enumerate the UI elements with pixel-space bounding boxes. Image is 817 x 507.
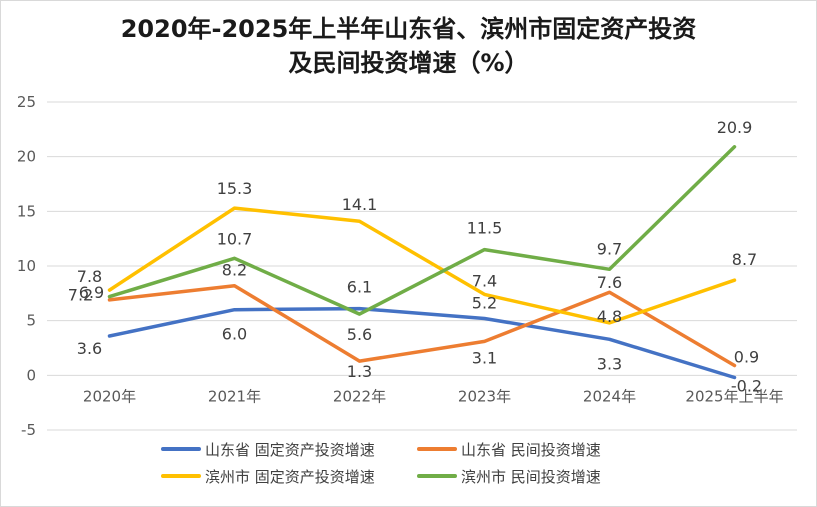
series-line-4 — [107, 145, 737, 316]
legend-label: 滨州市 固定资产投资增速 — [205, 468, 375, 486]
series-line-2 — [107, 283, 737, 368]
data-label: 3.1 — [472, 348, 497, 367]
data-label: 7.8 — [77, 267, 102, 286]
y-tick-label: 25 — [17, 93, 36, 111]
legend-label: 山东省 民间投资增速 — [461, 441, 601, 459]
x-tick-label: 2020年 — [83, 387, 136, 405]
chart-title: 2020年-2025年上半年山东省、滨州市固定资产投资 及民间投资增速（%） — [0, 12, 817, 80]
data-label: 7.6 — [597, 273, 622, 292]
x-tick-label: 2021年 — [208, 387, 261, 405]
x-tick-label: 2025年上半年 — [685, 387, 783, 405]
x-tick-label: 2024年 — [583, 387, 636, 405]
y-tick-label: 5 — [26, 312, 36, 330]
data-label: 0.9 — [734, 347, 759, 366]
data-label: -0.2 — [731, 377, 762, 396]
chart-title-line2: 及民间投资增速（%） — [288, 49, 529, 77]
chart-title-line1: 2020年-2025年上半年山东省、滨州市固定资产投资 — [120, 15, 697, 43]
data-label: 6.9 — [79, 283, 104, 302]
data-label: 3.6 — [77, 339, 102, 358]
data-label: 7.4 — [472, 271, 497, 290]
data-label: 1.3 — [347, 362, 372, 381]
data-label: 3.3 — [597, 354, 622, 373]
series-line-3 — [107, 206, 737, 325]
data-label: 9.7 — [597, 239, 622, 258]
data-label: 6.1 — [347, 278, 372, 297]
y-tick-label: -5 — [21, 421, 36, 439]
series-line-1 — [107, 306, 737, 380]
data-label: 6.0 — [222, 325, 247, 344]
x-tick-label: 2022年 — [333, 387, 386, 405]
legend-label: 滨州市 民间投资增速 — [461, 468, 601, 486]
data-label: 4.8 — [597, 307, 622, 326]
data-label: 20.9 — [717, 118, 753, 137]
data-label: 5.6 — [347, 325, 372, 344]
legend-label: 山东省 固定资产投资增速 — [205, 441, 375, 459]
data-label: 8.7 — [732, 250, 757, 269]
data-label: 7.2 — [68, 286, 93, 305]
data-label: 14.1 — [342, 195, 378, 214]
y-tick-label: 20 — [17, 148, 36, 166]
x-tick-label: 2023年 — [458, 387, 511, 405]
y-tick-label: 10 — [17, 257, 36, 275]
data-label: 15.3 — [217, 179, 253, 198]
data-label: 8.2 — [222, 261, 247, 280]
y-tick-label: 15 — [17, 202, 36, 220]
data-label: 5.2 — [472, 293, 497, 312]
data-label: 10.7 — [217, 229, 253, 248]
data-label: 11.5 — [467, 219, 503, 238]
y-tick-label: 0 — [26, 366, 36, 384]
